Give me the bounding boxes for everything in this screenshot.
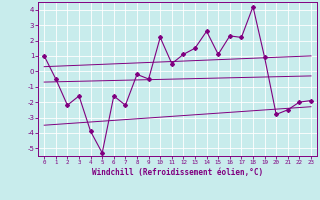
X-axis label: Windchill (Refroidissement éolien,°C): Windchill (Refroidissement éolien,°C) xyxy=(92,168,263,177)
